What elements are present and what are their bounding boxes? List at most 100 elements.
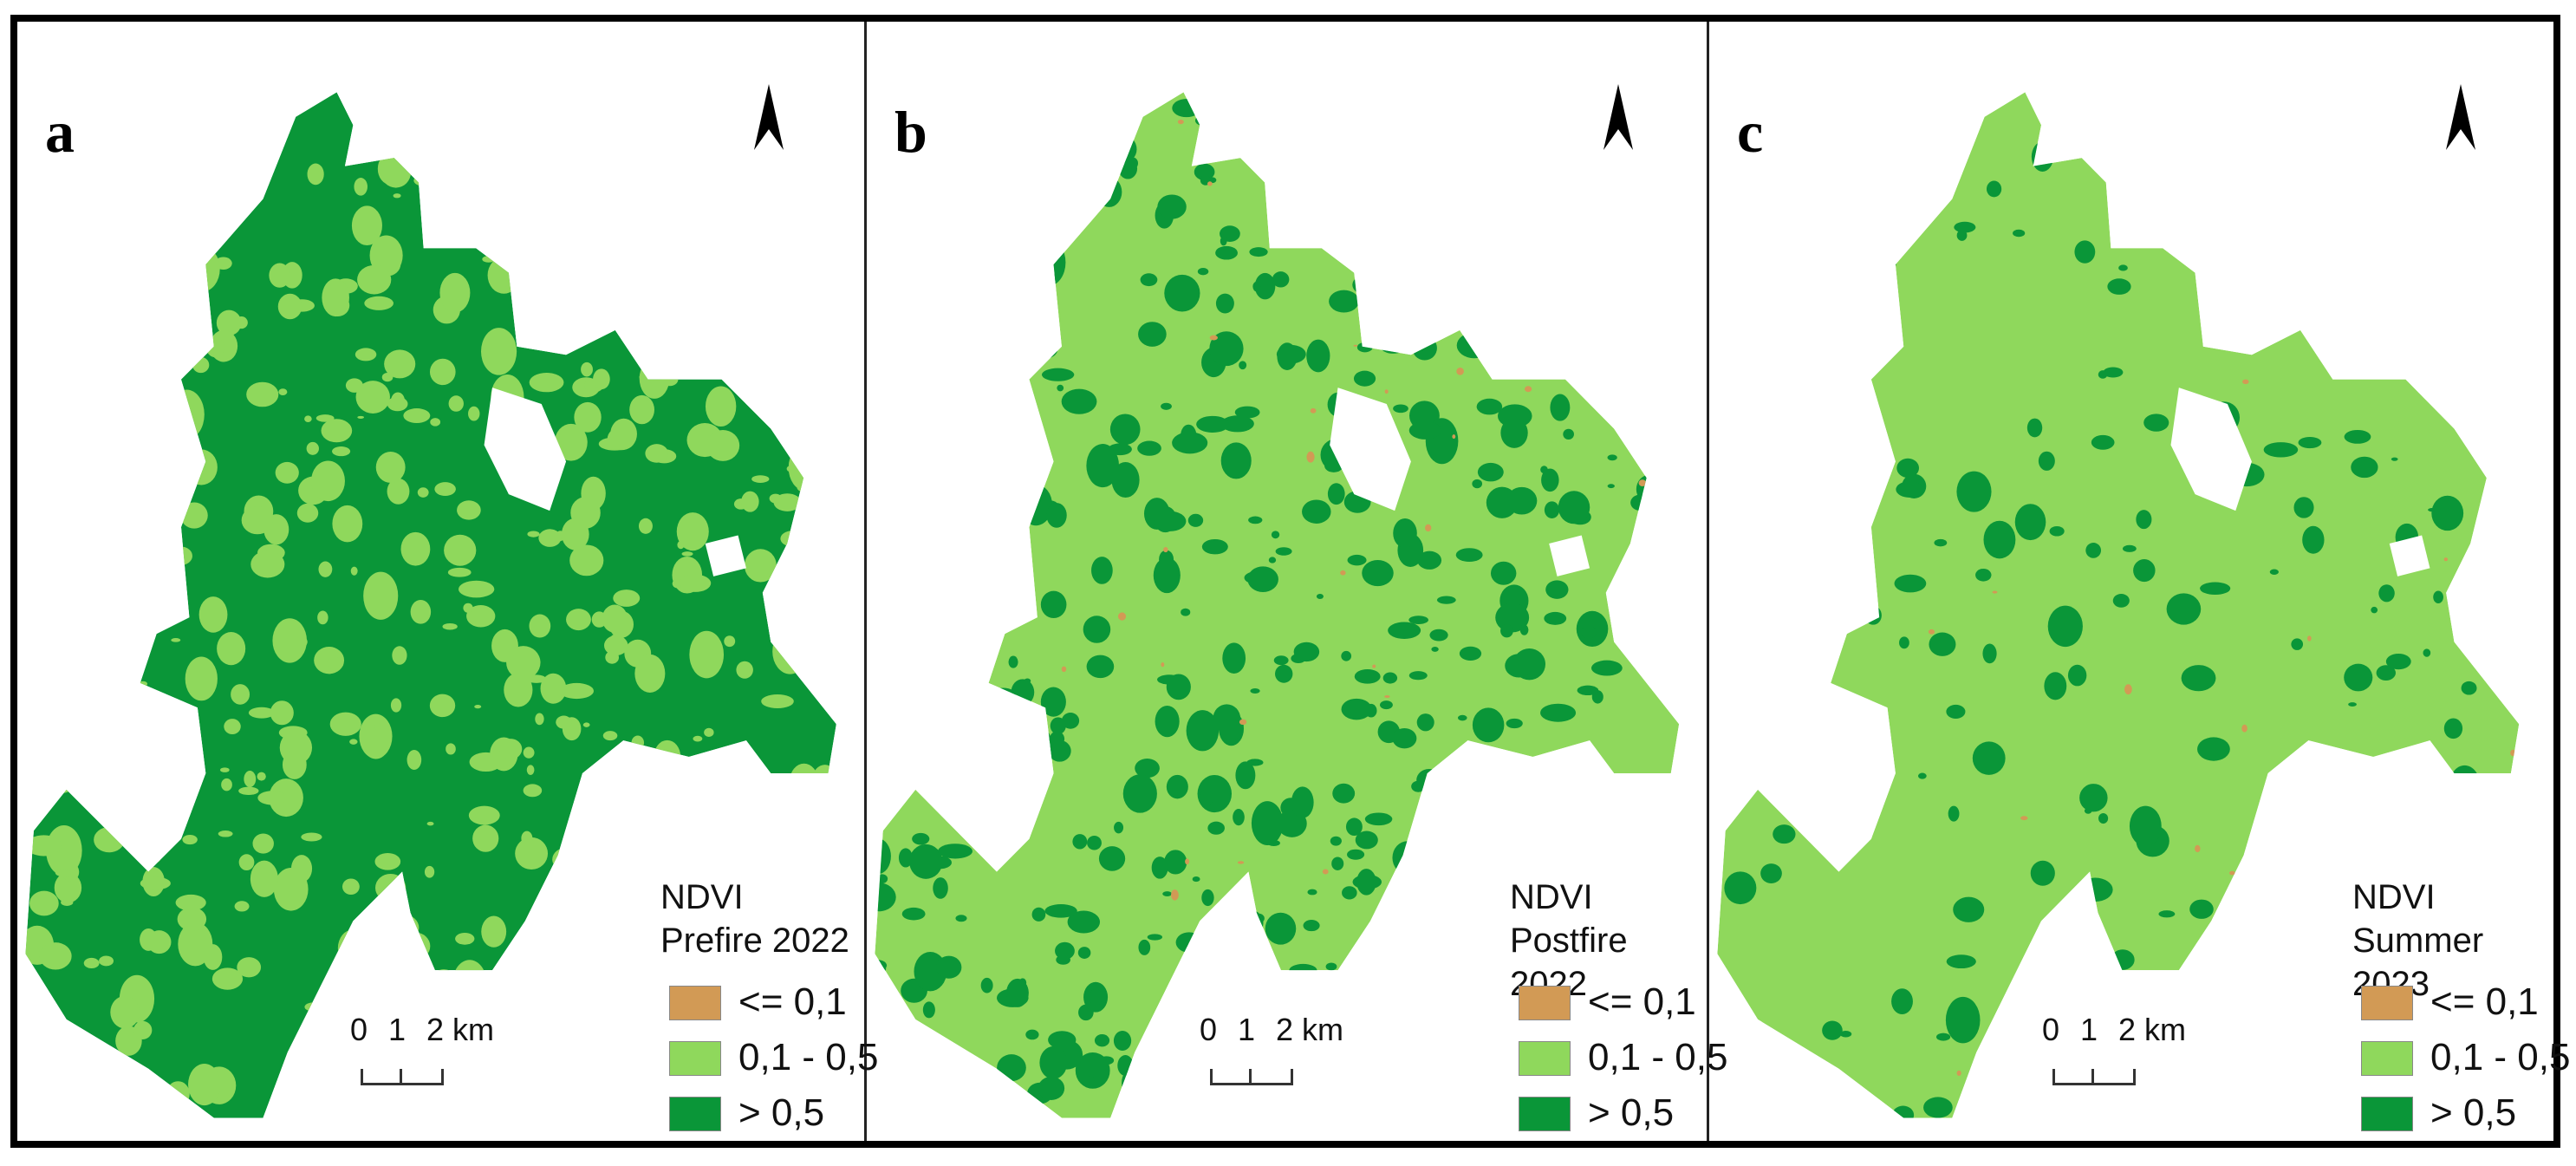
study-area	[875, 92, 1680, 1118]
ndvi-class-patch	[933, 739, 954, 756]
ndvi-class-patch	[166, 1081, 190, 1107]
ndvi-class-patch	[1946, 704, 1966, 719]
ndvi-class-patch	[185, 246, 220, 292]
ndvi-class-patch	[1058, 140, 1064, 146]
ndvi-class-patch	[553, 1041, 576, 1054]
ndvi-class-patch	[69, 453, 91, 472]
ndvi-class-patch	[31, 685, 53, 700]
ndvi-class-patch	[1319, 140, 1330, 147]
ndvi-class-patch	[1620, 196, 1637, 205]
ndvi-class-patch	[387, 396, 408, 412]
ndvi-class-patch	[1046, 503, 1067, 528]
ndvi-class-patch	[25, 628, 30, 635]
ndvi-class-patch	[1783, 153, 1807, 166]
ndvi-class-patch	[1197, 267, 1209, 276]
ndvi-class-patch	[426, 821, 434, 826]
ndvi-class-patch	[992, 260, 1023, 277]
ndvi-class-patch	[2344, 663, 2373, 692]
ndvi-class-patch	[140, 139, 162, 155]
ndvi-class-patch	[1226, 1102, 1246, 1118]
ndvi-class-patch	[1455, 548, 1483, 563]
ndvi-class-patch	[1810, 231, 1838, 261]
ndvi-class-patch	[1253, 133, 1272, 157]
ndvi-class-patch	[1109, 414, 1141, 446]
ndvi-class-patch	[114, 531, 124, 535]
ndvi-class-patch	[278, 726, 308, 740]
ndvi-class-patch	[517, 204, 538, 229]
ndvi-class-patch	[657, 283, 682, 303]
ndvi-class-patch	[1956, 471, 1992, 512]
ndvi-class-patch	[914, 1020, 919, 1024]
lake	[2170, 388, 2252, 511]
ndvi-class-patch	[1276, 344, 1306, 364]
ndvi-class-patch	[1476, 398, 1503, 415]
ndvi-class-patch	[2221, 166, 2228, 173]
ndvi-class-patch	[703, 780, 711, 785]
ndvi-class-patch	[422, 216, 431, 221]
ndvi-class-patch	[357, 953, 381, 985]
ndvi-class-patch	[1220, 415, 1254, 433]
ndvi-class-patch	[1135, 758, 1160, 778]
ndvi-class-patch	[938, 844, 973, 859]
ndvi-class-patch	[744, 549, 777, 583]
ndvi-class-patch	[375, 873, 407, 902]
ndvi-class-patch	[1356, 869, 1376, 896]
ndvi-class-patch	[363, 571, 399, 620]
scale-label-0: 0	[2042, 1012, 2060, 1047]
ndvi-class-patch	[1231, 1093, 1249, 1102]
ndvi-class-patch	[1327, 483, 1345, 505]
ndvi-class-patch	[2244, 950, 2249, 954]
ndvi-class-patch	[391, 915, 420, 941]
ndvi-class-patch	[260, 177, 270, 187]
ndvi-class-patch	[603, 254, 640, 283]
ndvi-class-patch	[269, 263, 290, 288]
ndvi-class-patch	[610, 418, 637, 450]
ndvi-class-patch	[85, 313, 111, 340]
ndvi-class-patch	[923, 222, 946, 237]
ndvi-class-patch	[997, 1054, 1026, 1082]
ndvi-class-patch	[2098, 813, 2109, 824]
ndvi-class-patch	[913, 549, 946, 585]
ndvi-class-patch	[1354, 668, 1381, 684]
ndvi-class-patch	[1486, 486, 1519, 518]
ndvi-class-patch	[679, 788, 699, 803]
ndvi-class-patch	[638, 518, 653, 534]
ndvi-class-patch	[1316, 593, 1324, 599]
ndvi-class-patch	[645, 444, 668, 463]
ndvi-class-patch	[1209, 335, 1218, 341]
ndvi-class-patch	[895, 519, 911, 529]
ndvi-class-patch	[487, 257, 521, 294]
legend-swatch	[2361, 1097, 2413, 1131]
ndvi-class-patch	[626, 112, 642, 127]
ndvi-class-patch	[1246, 987, 1266, 996]
ndvi-class-patch	[999, 244, 1005, 247]
ndvi-class-patch	[1254, 272, 1276, 300]
ndvi-class-patch	[724, 635, 736, 648]
ndvi-class-patch	[2139, 988, 2169, 1013]
ndvi-class-patch	[1332, 166, 1363, 179]
ndvi-class-patch	[1773, 1052, 1792, 1062]
ndvi-class-patch	[1077, 947, 1091, 959]
ndvi-class-patch	[1631, 224, 1647, 236]
ndvi-class-patch	[810, 584, 824, 591]
ndvi-class-patch	[2044, 672, 2067, 700]
ndvi-class-patch	[1061, 388, 1097, 414]
ndvi-class-patch	[410, 137, 423, 152]
ndvi-class-patch	[1495, 993, 1503, 998]
ndvi-class-patch	[1421, 167, 1446, 181]
ndvi-class-patch	[705, 386, 737, 427]
ndvi-class-patch	[1187, 513, 1204, 527]
ndvi-class-patch	[1649, 472, 1673, 489]
ndvi-class-patch	[1049, 731, 1065, 746]
ndvi-class-patch	[893, 585, 914, 606]
ndvi-class-patch	[1435, 267, 1466, 309]
ndvi-class-patch	[392, 1101, 412, 1118]
ndvi-class-patch	[2339, 107, 2357, 121]
ndvi-class-patch	[727, 225, 749, 251]
ndvi-class-patch	[176, 113, 197, 134]
ndvi-class-patch	[1718, 280, 1740, 309]
ndvi-class-patch	[472, 824, 499, 852]
ndvi-class-patch	[1493, 330, 1510, 352]
ndvi-class-patch	[401, 120, 426, 140]
ndvi-class-patch	[787, 812, 800, 819]
